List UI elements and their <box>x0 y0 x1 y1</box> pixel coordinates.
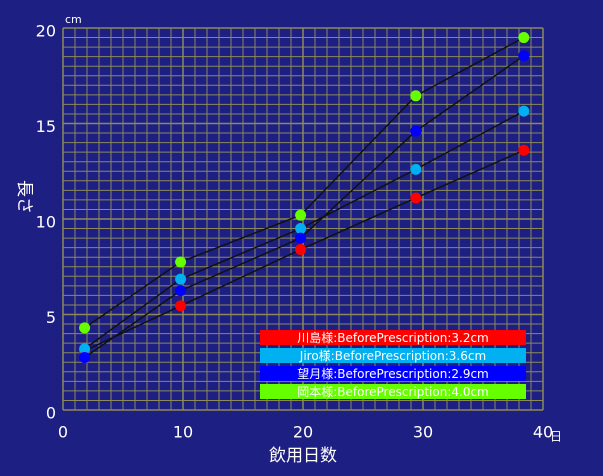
data-point <box>295 209 307 221</box>
x-tick-label: 30 <box>413 423 433 442</box>
data-point <box>295 244 307 256</box>
legend-swatch <box>260 384 526 399</box>
y-tick-label: 20 <box>36 22 56 41</box>
data-point <box>175 285 187 297</box>
data-point <box>518 105 530 117</box>
data-point <box>175 273 187 285</box>
data-point <box>518 144 530 156</box>
legend-label: 望月様:BeforePrescription:2.9cm <box>297 367 489 381</box>
data-point <box>295 232 307 244</box>
data-point <box>518 50 530 62</box>
series-line <box>84 55 525 359</box>
data-point <box>410 192 422 204</box>
y-tick-label: 0 <box>46 404 56 423</box>
legend-swatch <box>260 348 526 363</box>
legend-label: 川島様:BeforePrescription:3.2cm <box>297 330 489 345</box>
series-line <box>84 36 525 329</box>
y-tick-label: 10 <box>36 213 56 232</box>
legend-swatch <box>260 366 526 381</box>
x-unit: 日 <box>550 430 562 444</box>
x-tick-label: 0 <box>58 423 68 442</box>
y-tick-label: 15 <box>36 117 56 136</box>
y-unit: cm <box>65 13 82 26</box>
y-axis-label: 長さ <box>14 180 34 214</box>
data-point <box>518 32 530 44</box>
x-axis-label: 飲用日数 <box>269 446 337 466</box>
legend-swatch <box>260 330 526 345</box>
x-tick-label: 10 <box>173 423 193 442</box>
data-point <box>175 300 187 312</box>
x-tick-label: 40 <box>533 423 553 442</box>
data-point <box>79 343 91 355</box>
data-point <box>410 163 422 175</box>
data-point <box>410 90 422 102</box>
data-point <box>79 351 91 363</box>
x-tick-label: 20 <box>293 423 313 442</box>
data-point <box>175 256 187 268</box>
y-tick-label: 5 <box>46 308 56 327</box>
legend-label: 岡本様:BeforePrescription:4.0cm <box>297 385 489 399</box>
data-point <box>410 125 422 137</box>
data-point <box>79 322 91 334</box>
legend-label: Jiro様:BeforePrescription:3.6cm <box>299 349 486 363</box>
data-point <box>295 223 307 235</box>
